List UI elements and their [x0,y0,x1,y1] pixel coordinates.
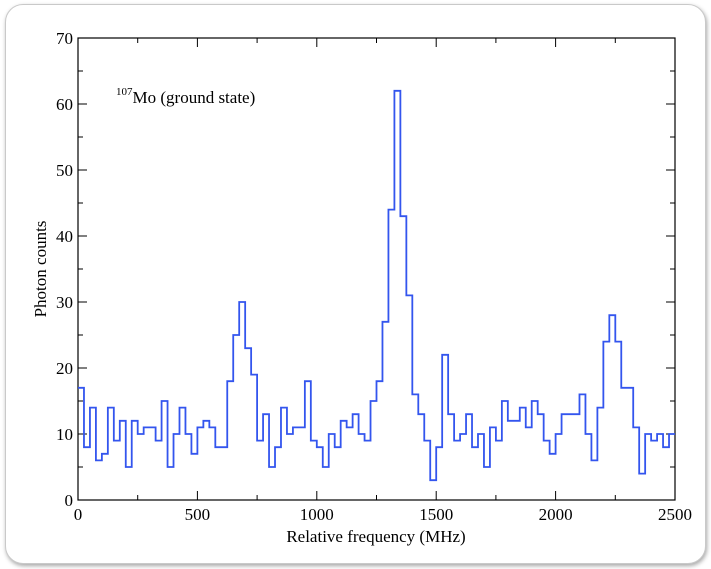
isotope-annotation: 107Mo (ground state) [116,86,255,107]
x-axis-label: Relative frequency (MHz) [286,527,465,546]
x-tick-label: 1500 [419,505,453,524]
y-tick-label: 30 [56,293,73,312]
figure-frame [5,4,706,564]
y-tick-label: 40 [56,227,73,246]
y-tick-label: 60 [56,95,73,114]
y-tick-label: 10 [56,425,73,444]
y-axis-label: Photon counts [31,221,50,318]
y-tick-label: 70 [56,29,73,48]
y-tick-label: 50 [56,161,73,180]
y-tick-label: 20 [56,359,73,378]
x-tick-label: 0 [74,505,83,524]
x-tick-label: 500 [185,505,211,524]
y-tick-label: 0 [65,491,74,510]
annotation-text: Mo (ground state) [133,88,256,107]
axis-ticks: 0 500 1000 1500 2000 2500 0 10 20 30 40 50 60 70 [56,29,692,524]
x-tick-label: 1000 [300,505,334,524]
x-tick-label: 2000 [539,505,573,524]
annotation-superscript: 107 [116,86,133,98]
photon-histogram-line [78,89,675,482]
x-tick-label: 2500 [658,505,692,524]
